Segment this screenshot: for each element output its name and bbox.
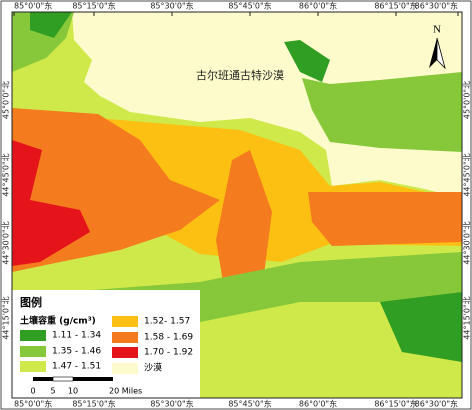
north-label: N [433, 24, 441, 36]
scale-seg [73, 377, 113, 381]
latitude-label: 44°30'0"北 [463, 221, 472, 264]
scale-label: 5 [50, 387, 55, 396]
scale-label: 0 [30, 387, 35, 396]
longitude-label: 85°45'0"东 [228, 399, 271, 409]
latitude-label: 44°45'0"北 [2, 153, 11, 196]
legend-label: 1.47 - 1.51 [52, 362, 101, 372]
legend-label: 1.70 - 1.92 [144, 348, 193, 358]
map-region [12, 140, 90, 266]
legend-swatch [20, 330, 46, 341]
map-region [284, 40, 330, 82]
longitude-label: 85°15'0"东 [72, 1, 115, 11]
scale-label: 20 Miles [109, 387, 142, 396]
scale-seg [52, 376, 74, 382]
scale-bar [33, 376, 113, 382]
legend-swatch [112, 316, 138, 327]
longitude-label: 85°45'0"东 [228, 1, 271, 11]
map-region [30, 12, 72, 38]
longitude-label: 85°0'0"东 [14, 399, 52, 409]
longitude-label: 85°30'0"东 [150, 399, 193, 409]
longitude-label: 85°0'0"东 [14, 1, 52, 11]
longitude-label: 86°30'0"东 [415, 399, 458, 409]
latitude-label: 45°0'0"北 [463, 81, 472, 119]
longitude-label: 86°15'0"东 [374, 1, 417, 11]
longitude-label: 86°0'0"东 [299, 1, 337, 11]
legend-swatch [112, 332, 138, 343]
north-arrow: N [429, 24, 446, 70]
latitude-label: 45°0'0"北 [2, 81, 11, 119]
map-region [216, 150, 272, 300]
legend-label: 1.35 - 1.46 [52, 347, 101, 357]
longitude-label: 85°15'0"东 [72, 399, 115, 409]
legend-label: 1.58 - 1.69 [144, 333, 193, 343]
longitude-label: 86°15'0"东 [374, 399, 417, 409]
legend-subtitle: 土壤容重 (g/cm³) [20, 315, 96, 327]
legend-label: 1.11 - 1.34 [52, 331, 101, 341]
map-region [308, 192, 462, 246]
longitude-label: 85°30'0"东 [150, 1, 193, 11]
scale-label: 10 [68, 387, 78, 396]
longitude-label: 86°30'0"东 [415, 1, 458, 11]
legend-swatch [20, 346, 46, 357]
legend-swatch [20, 361, 46, 372]
latitude-label: 44°15'0"北 [2, 296, 11, 339]
map-region [302, 72, 462, 152]
map-region [380, 292, 462, 362]
arrow-right [436, 37, 446, 70]
latitude-label: 44°15'0"北 [463, 296, 472, 339]
longitude-label: 86°0'0"东 [299, 399, 337, 409]
legend-swatch [112, 363, 138, 374]
arrow-left [429, 38, 437, 68]
latitude-label: 44°30'0"北 [2, 221, 11, 264]
map-frame [11, 11, 463, 399]
legend-swatch [112, 347, 138, 358]
legend-label: 1.52- 1.57 [144, 317, 190, 327]
legend-title: 图例 [20, 295, 42, 309]
legend-label: 沙漠 [144, 363, 162, 374]
scale-seg [33, 377, 53, 381]
desert-label: 古尔班通古特沙漠 [196, 68, 284, 82]
map-region [72, 12, 462, 198]
latitude-label: 44°45'0"北 [463, 153, 472, 196]
